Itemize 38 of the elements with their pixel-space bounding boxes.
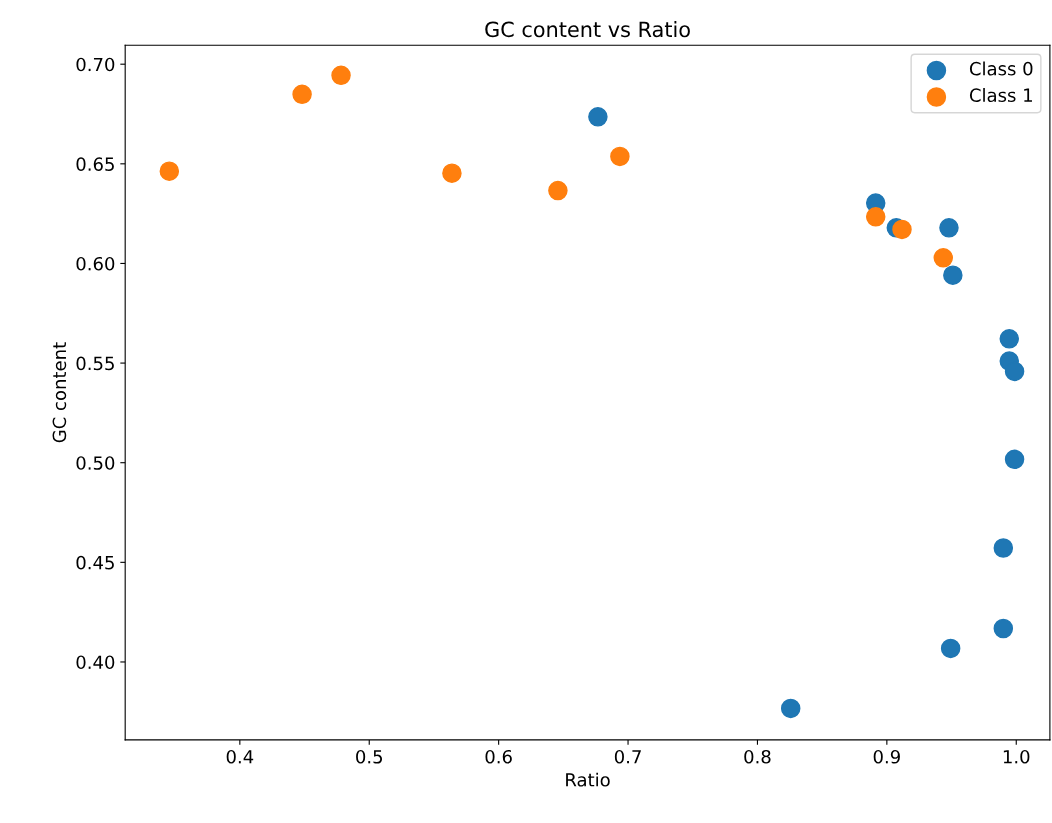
chart-title: GC content vs Ratio <box>485 21 690 38</box>
point <box>442 163 462 183</box>
point <box>993 538 1014 558</box>
x-axis-title: Ratio <box>566 772 610 787</box>
point <box>331 65 351 86</box>
point <box>865 207 886 227</box>
x-tick-label: 0.8 <box>744 749 771 764</box>
point <box>1004 361 1025 382</box>
x-tick-label: 0.5 <box>356 749 383 764</box>
y-tick-label: 0.70 <box>76 57 115 72</box>
point <box>892 219 912 240</box>
x-tick-label: 0.4 <box>226 749 254 764</box>
point <box>292 84 312 105</box>
point <box>588 107 608 127</box>
point <box>939 218 959 238</box>
x-tick-label: 0.6 <box>485 749 512 764</box>
y-tick-label: 0.65 <box>76 157 114 171</box>
y-tick-label: 0.55 <box>76 356 114 371</box>
point <box>780 698 801 719</box>
x-tick-label: 1.0 <box>1003 749 1030 764</box>
legend-label: Class 0 <box>969 61 1033 76</box>
y-tick-label: 0.40 <box>76 655 115 670</box>
point <box>159 161 180 181</box>
point <box>999 329 1020 349</box>
y-tick-label: 0.45 <box>76 555 114 570</box>
point <box>993 618 1014 639</box>
x-tick-label: 0.7 <box>614 749 641 764</box>
point <box>548 180 568 201</box>
point <box>943 265 963 285</box>
y-tick-label: 0.50 <box>76 456 115 470</box>
legend-label: Class 1 <box>969 88 1032 102</box>
y-axis-title: GC content <box>52 342 67 443</box>
y-tick-label: 0.60 <box>76 256 115 271</box>
point <box>933 248 954 268</box>
point <box>1004 449 1025 470</box>
point <box>940 638 961 659</box>
x-tick-label: 0.9 <box>873 749 900 764</box>
point <box>610 146 630 167</box>
